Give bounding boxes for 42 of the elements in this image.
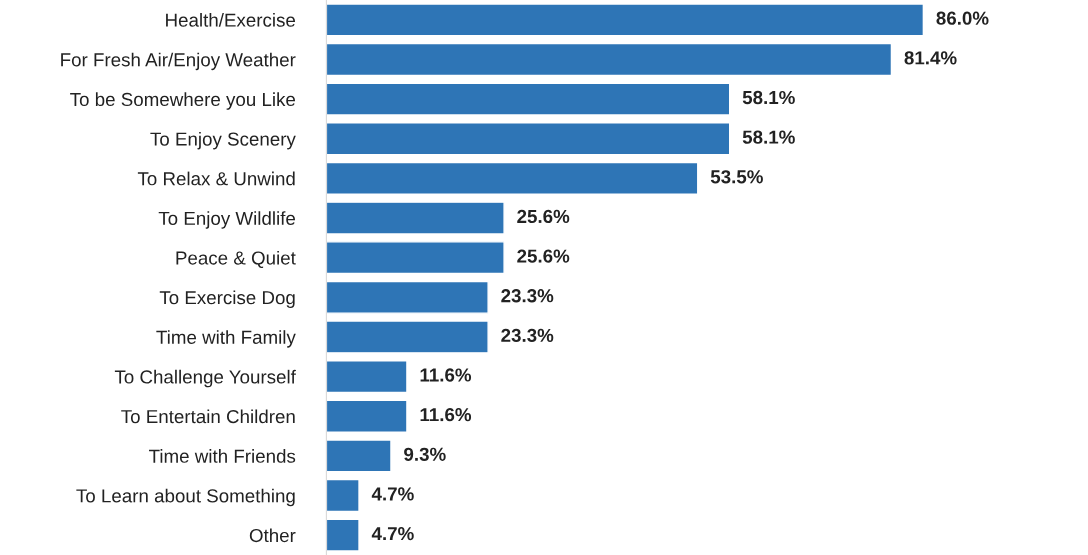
y-tick-label: To Entertain Children: [121, 409, 295, 424]
data-label: 11.6%: [420, 408, 472, 422]
y-tick-label: Time with Friends: [149, 449, 296, 463]
data-label: 81.4%: [904, 51, 957, 65]
bar: [326, 3, 925, 37]
bar: [326, 122, 731, 156]
bar: [326, 201, 505, 235]
y-tick-label: To Enjoy Wildlife: [158, 211, 296, 229]
bar: [326, 42, 893, 77]
data-label: 9.3%: [404, 447, 446, 461]
data-label: 11.6%: [420, 368, 472, 382]
bar: [326, 478, 360, 513]
data-label: 25.6%: [517, 249, 570, 263]
y-tick-label: For Fresh Air/Enjoy Weather: [61, 52, 296, 71]
bar: [326, 518, 360, 552]
y-tick-label: To Enjoy Scenery: [150, 131, 296, 150]
data-label: 58.1%: [742, 90, 795, 105]
y-tick-label: Other: [249, 528, 296, 543]
data-label: 58.1%: [742, 130, 795, 144]
data-label: 25.6%: [517, 209, 570, 224]
bar: [326, 399, 408, 433]
data-label: 4.7%: [371, 526, 414, 541]
y-tick-label: To Relax & Unwind: [137, 171, 295, 186]
y-tick-label: Health/Exercise: [166, 13, 296, 27]
bar: [326, 360, 408, 394]
bar: [326, 82, 731, 116]
y-tick-label: Peace & Quiet: [176, 250, 296, 269]
data-label: 23.3%: [501, 328, 554, 343]
bar: [326, 161, 699, 195]
y-tick-label: To Learn about Something: [76, 488, 295, 507]
data-label: 86.0%: [936, 11, 989, 25]
y-tick-label: To Exercise Dog: [159, 290, 295, 309]
data-label: 4.7%: [371, 487, 414, 501]
y-tick-label: To be Somewhere you Like: [70, 92, 296, 110]
data-label: 23.3%: [501, 289, 554, 303]
bar: [326, 241, 505, 275]
data-label: 53.5%: [710, 170, 763, 184]
y-tick-label: Time with Family: [156, 330, 296, 348]
bar: [326, 439, 392, 473]
bar: [326, 280, 489, 314]
bar: [326, 320, 489, 354]
y-tick-label: To Challenge Yourself: [114, 369, 296, 388]
